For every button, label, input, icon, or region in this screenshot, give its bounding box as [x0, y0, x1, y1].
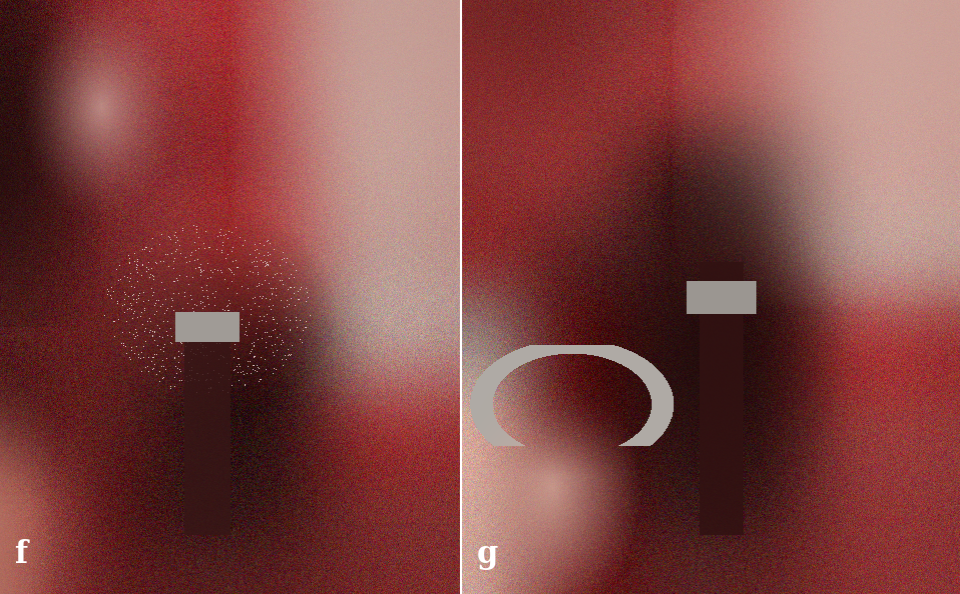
Text: f: f: [13, 539, 27, 570]
Text: g: g: [477, 539, 498, 570]
